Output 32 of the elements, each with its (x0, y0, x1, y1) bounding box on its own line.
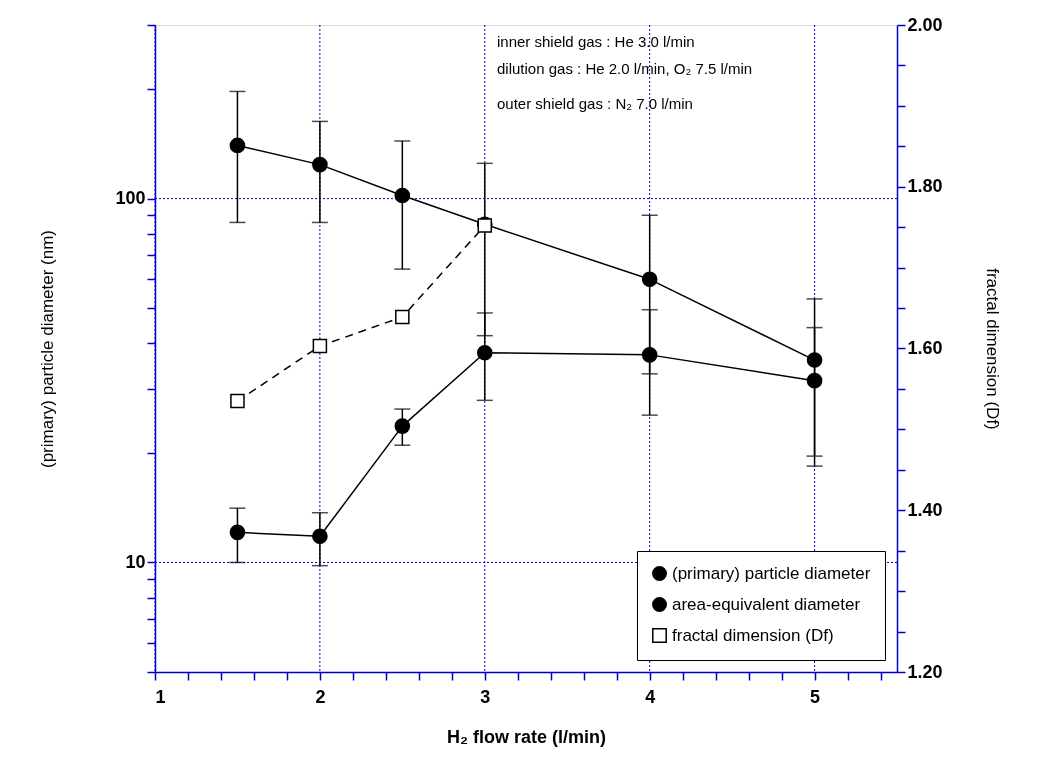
point (394, 418, 411, 434)
legend-label: (primary) particle diameter (672, 563, 871, 583)
point (476, 344, 493, 361)
y2-tick-label: 1.20 (907, 661, 943, 682)
y2-tick-label: 1.80 (907, 176, 943, 197)
point (312, 528, 328, 545)
x-axis-title: H₂ flow rate (l/min) (446, 726, 607, 747)
point (312, 156, 328, 173)
x-tick-label: 4 (645, 686, 656, 707)
y2-tick-label: 1.60 (907, 338, 943, 358)
x-tick-label: 2 (315, 686, 326, 707)
point (806, 352, 823, 368)
y2-axis-title: fractal dimension (Df) (982, 268, 1002, 430)
point (394, 187, 411, 204)
point (229, 524, 246, 541)
x-tick-label: 1 (155, 686, 166, 707)
y-axis-title: (primary) particle diameter (nm) (38, 229, 58, 469)
point (229, 137, 246, 154)
point (641, 271, 658, 288)
annotation: dilution gas : He 2.0 l/min, O₂ 7.5 l/min (497, 60, 753, 77)
point (806, 372, 823, 389)
y2-tick-label: 2.00 (907, 14, 943, 35)
y-tick-label: 10 (125, 551, 146, 572)
y2-tick-label: 1.40 (907, 499, 943, 520)
annotation: outer shield gas : N₂ 7.0 l/min (497, 95, 693, 112)
point (641, 347, 658, 363)
legend-label: area-equivalent diameter (672, 594, 861, 614)
x-tick-label: 5 (810, 686, 821, 707)
y-tick-label: 100 (115, 188, 146, 209)
legend-label: fractal dimension (Df) (672, 625, 834, 645)
x-tick-label: 3 (480, 686, 491, 707)
annotation: inner shield gas : He 3.0 l/min (497, 33, 695, 50)
